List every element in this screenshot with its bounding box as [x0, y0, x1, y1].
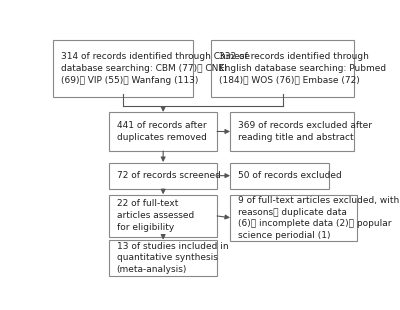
Text: 22 of full-text
articles assessed
for eligibility: 22 of full-text articles assessed for el… — [117, 199, 194, 232]
Text: 314 of records identified through Chinese
database searching: CBM (77)， CNKI
(69: 314 of records identified through Chines… — [61, 52, 250, 85]
FancyBboxPatch shape — [230, 162, 329, 189]
Text: 9 of full-text articles excluded, with
reasons： duplicate data
(6)， incomplete d: 9 of full-text articles excluded, with r… — [238, 196, 399, 240]
Text: 72 of records screened: 72 of records screened — [117, 171, 220, 180]
FancyBboxPatch shape — [109, 240, 218, 276]
Text: 441 of records after
duplicates removed: 441 of records after duplicates removed — [117, 121, 206, 142]
FancyBboxPatch shape — [109, 195, 218, 237]
FancyBboxPatch shape — [109, 113, 218, 151]
FancyBboxPatch shape — [211, 40, 354, 97]
FancyBboxPatch shape — [109, 162, 218, 189]
Text: 332 of records identified through
English database searching: Pubmed
(184)， WOS : 332 of records identified through Englis… — [219, 52, 386, 85]
Text: 369 of records excluded after
reading title and abstract: 369 of records excluded after reading ti… — [238, 121, 372, 142]
FancyBboxPatch shape — [230, 113, 354, 151]
Text: 13 of studies included in
quantitative synthesis
(meta-analysis): 13 of studies included in quantitative s… — [117, 242, 228, 274]
FancyBboxPatch shape — [230, 195, 357, 241]
Text: 50 of records excluded: 50 of records excluded — [238, 171, 341, 180]
FancyBboxPatch shape — [53, 40, 193, 97]
